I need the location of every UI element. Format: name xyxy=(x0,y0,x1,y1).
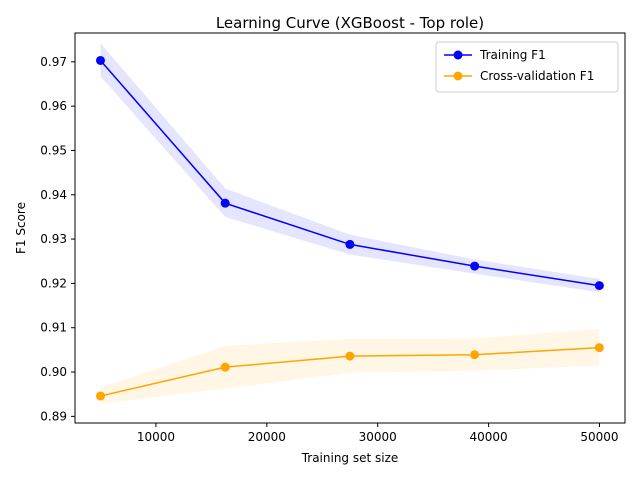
series-2-point xyxy=(470,350,480,360)
y-tick-label: 0.97 xyxy=(40,55,67,69)
series-2-point xyxy=(220,362,230,372)
y-axis-label: F1 Score xyxy=(14,202,28,254)
y-tick-label: 0.93 xyxy=(40,232,67,246)
legend-label-2: Cross-validation F1 xyxy=(480,69,594,83)
legend: Training F1 Cross-validation F1 xyxy=(435,41,619,93)
y-axis-ticks: 0.89 0.90 0.91 0.92 0.93 0.94 0.95 0.96 0.97 xyxy=(40,55,75,423)
plot-area-frame xyxy=(74,32,626,424)
series-2-point xyxy=(345,351,355,361)
legend-marker-1 xyxy=(453,50,463,60)
x-tick-label: 20000 xyxy=(248,430,286,444)
x-tick-label: 30000 xyxy=(359,430,397,444)
y-tick-label: 0.92 xyxy=(40,276,67,290)
legend-marker-2 xyxy=(453,71,463,81)
y-tick-label: 0.95 xyxy=(40,143,67,157)
series-2-confidence-band xyxy=(100,329,600,404)
series-markers xyxy=(95,55,604,401)
series-2-point xyxy=(95,391,105,401)
series-1-point xyxy=(470,261,480,271)
series-1-point xyxy=(220,198,230,208)
y-tick-label: 0.96 xyxy=(40,99,67,113)
series-1-point xyxy=(594,281,604,291)
chart-title: Learning Curve (XGBoost - Top role) xyxy=(216,14,484,32)
series-1-point xyxy=(95,55,105,65)
y-tick-label: 0.91 xyxy=(40,321,67,335)
x-tick-label: 10000 xyxy=(137,430,175,444)
series-1-point xyxy=(345,239,355,249)
x-tick-label: 40000 xyxy=(470,430,508,444)
series-2-point xyxy=(594,343,604,353)
x-axis-label: Training set size xyxy=(301,451,399,465)
legend-label-1: Training F1 xyxy=(479,48,546,62)
y-tick-label: 0.89 xyxy=(40,409,67,423)
y-tick-label: 0.94 xyxy=(40,188,67,202)
x-tick-label: 50000 xyxy=(580,430,618,444)
x-axis-ticks: 10000 20000 30000 40000 50000 xyxy=(137,423,619,444)
legend-box xyxy=(435,41,619,93)
y-tick-label: 0.90 xyxy=(40,365,67,379)
